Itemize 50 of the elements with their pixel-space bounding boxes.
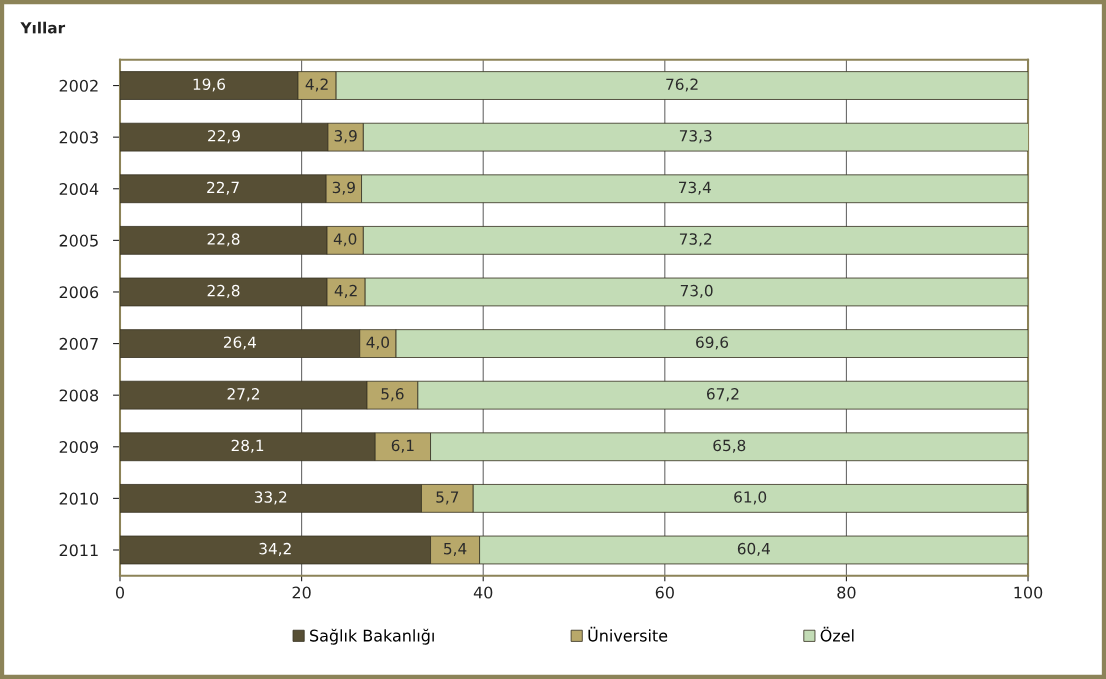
data-label: 61,0 — [734, 491, 767, 505]
y-axis-title: Yıllar — [20, 21, 66, 34]
data-label: 22,7 — [207, 181, 239, 195]
legend-label: Özel — [820, 626, 854, 642]
data-label: 22,8 — [207, 284, 240, 298]
data-label: 5,4 — [444, 543, 467, 556]
x-tick-label: 80 — [837, 586, 856, 599]
x-tick-label: 60 — [655, 586, 674, 599]
data-label: 4,0 — [366, 336, 390, 350]
data-label: 3,9 — [332, 181, 355, 195]
y-tick-label: 2003 — [59, 131, 98, 144]
y-tick-label: 2009 — [59, 441, 99, 454]
data-label: 4,0 — [333, 233, 357, 247]
data-label: 19,6 — [193, 78, 226, 92]
data-label: 22,8 — [207, 233, 240, 247]
data-label: 73,4 — [679, 181, 711, 195]
y-tick-label: 2005 — [59, 234, 98, 247]
data-label: 69,6 — [696, 336, 729, 350]
x-tick-label: 40 — [473, 586, 493, 599]
y-tick-label: 2004 — [59, 182, 99, 196]
data-label: 73,0 — [680, 284, 713, 298]
data-label: 67,2 — [706, 388, 739, 402]
data-label: 26,4 — [223, 336, 257, 350]
data-label: 4,2 — [305, 78, 328, 92]
data-label: 34,2 — [259, 542, 291, 556]
y-tick-label: 2008 — [59, 389, 99, 402]
y-tick-label: 2006 — [59, 286, 99, 299]
data-label: 65,8 — [713, 439, 746, 453]
data-label: 73,3 — [679, 130, 712, 144]
x-tick-label: 100 — [1014, 586, 1043, 599]
y-tick-label: 2010 — [59, 492, 99, 505]
data-label: 33,2 — [254, 491, 287, 505]
data-label: 3,9 — [334, 130, 357, 144]
x-tick-label: 0 — [115, 586, 125, 599]
data-label: 4,2 — [334, 284, 357, 298]
data-label: 27,2 — [227, 388, 259, 402]
data-label: 76,2 — [666, 78, 698, 92]
y-tick-label: 2002 — [59, 79, 98, 92]
data-label: 6,1 — [391, 439, 414, 453]
data-label: 60,4 — [737, 542, 770, 556]
data-label: 5,7 — [436, 491, 459, 505]
data-label: 22,9 — [208, 130, 240, 144]
x-tick-label: 20 — [292, 586, 311, 599]
data-label: 5,6 — [381, 388, 404, 402]
legend-label: Üniversite — [588, 626, 668, 642]
data-label: 28,1 — [231, 439, 264, 453]
legend-label: Sağlık Bakanlığı — [310, 628, 434, 645]
data-label: 73,2 — [679, 233, 712, 247]
y-tick-label: 2007 — [59, 337, 98, 350]
y-tick-label: 2011 — [59, 544, 98, 557]
